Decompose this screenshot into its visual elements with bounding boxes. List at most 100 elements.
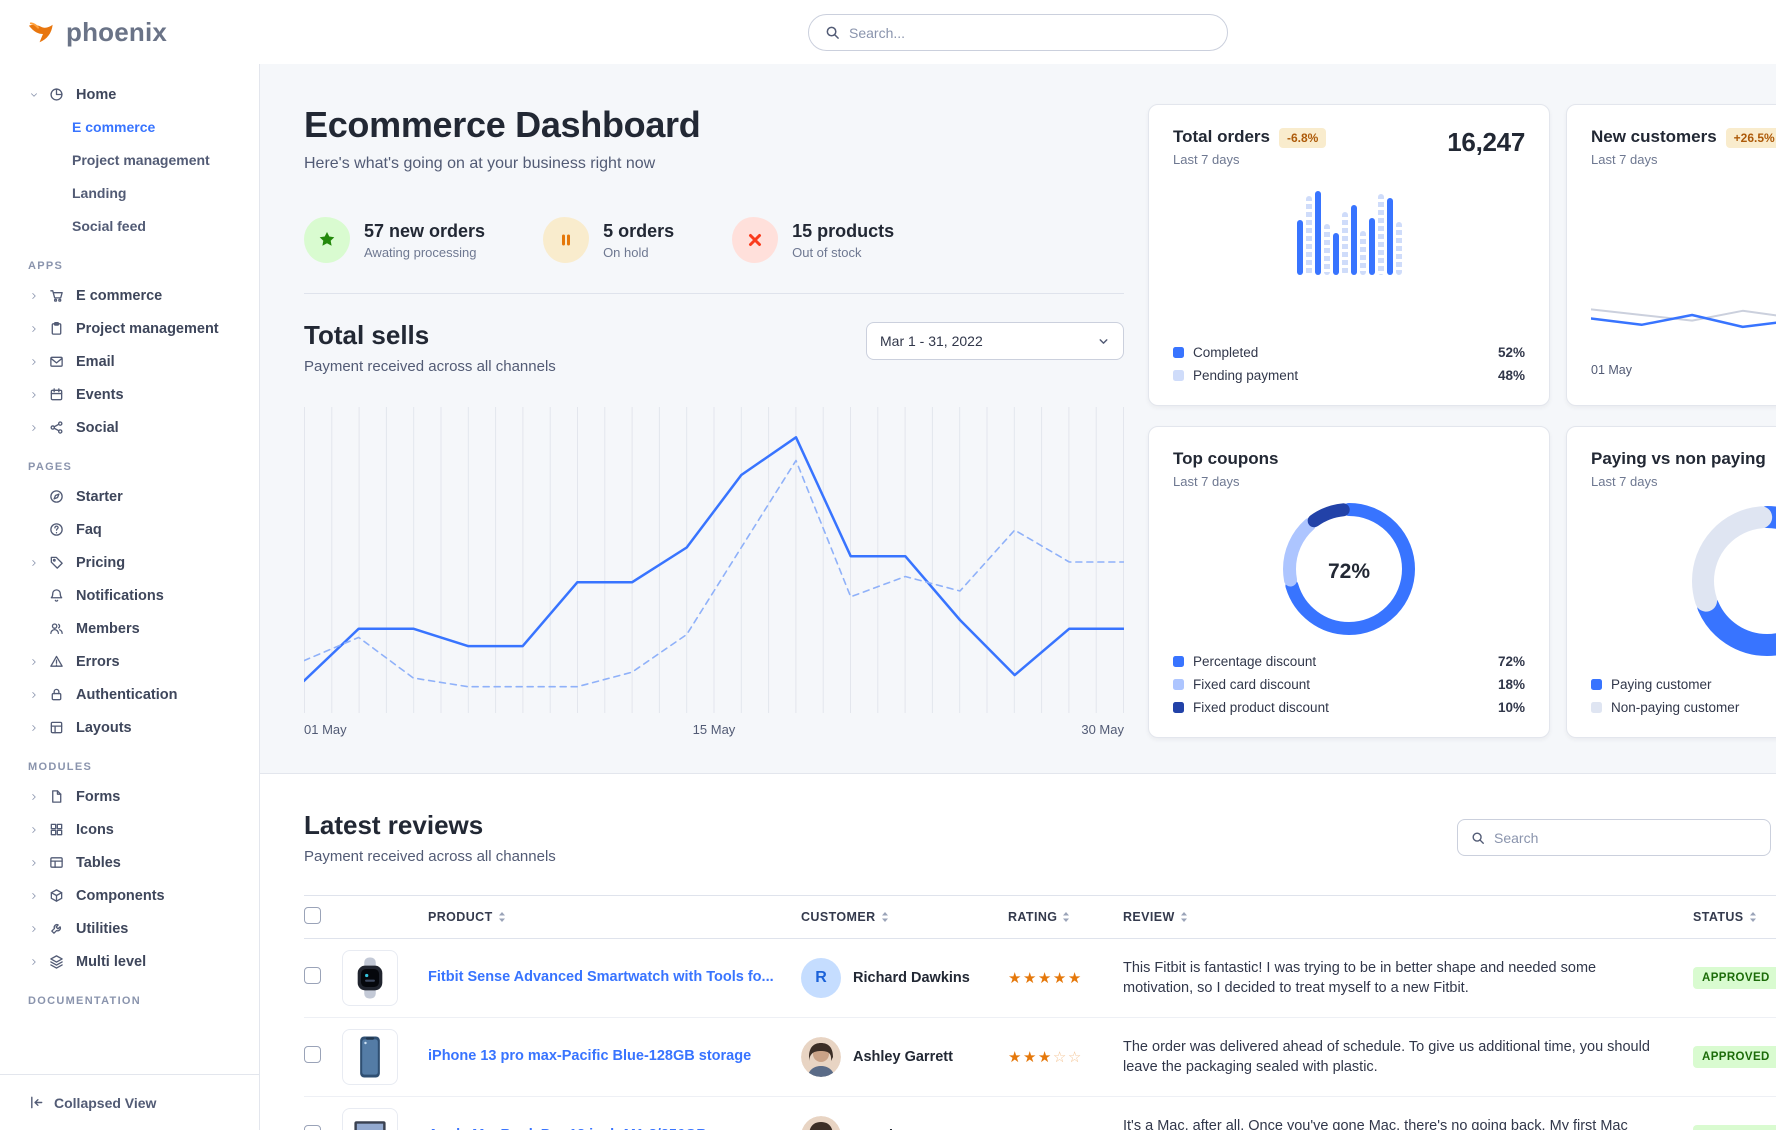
sidebar-item-errors[interactable]: Errors [0,645,259,678]
product-link[interactable]: Fitbit Sense Advanced Smartwatch with To… [428,969,774,986]
sidebar-item-label: E commerce [76,287,163,304]
sort-icon[interactable] [1180,911,1188,923]
legend-label: Non-paying customer [1611,700,1740,715]
phoenix-logo-icon [28,21,53,42]
bar-completed [1350,204,1357,275]
legend-label: Fixed card discount [1193,677,1311,692]
review-text: It's a Mac, after all. Once you've gone … [1123,1117,1628,1130]
sidebar-item-authentication[interactable]: Authentication [0,678,259,711]
product-link[interactable]: Apple MacBook Pro 13 inch-M1-8/256GB-spa… [428,1126,771,1130]
legend-swatch [1173,702,1184,713]
global-search-input[interactable] [849,24,1211,41]
product-image[interactable] [342,950,398,1006]
search-icon [826,26,839,39]
sidebar-item-multi-level[interactable]: Multi level [0,945,259,978]
cross-icon [749,234,762,246]
sidebar-item-label: Pricing [76,554,126,571]
new-customers-card: New customers +26.5% Last 7 days 01 May [1566,104,1776,406]
clipboard-icon [51,322,62,335]
legend-swatch [1173,347,1184,358]
star-icon: ☆ [1068,1128,1083,1130]
customer-name: Ashley Garrett [853,1049,953,1065]
latest-reviews-subtitle: Payment received across all channels [304,848,556,865]
sidebar-item-label: Social [76,419,119,436]
calendar-icon [50,388,63,401]
sidebar-item-label: Faq [76,521,102,538]
sidebar-subitem-landing[interactable]: Landing [72,185,127,201]
sidebar-subitem-project-management[interactable]: Project management [72,152,210,168]
sidebar-item-utilities[interactable]: Utilities [0,912,259,945]
collapse-sidebar-button[interactable]: Collapsed View [0,1074,259,1130]
legend-value: 52% [1497,345,1525,360]
date-range-select[interactable]: Mar 1 - 31, 2022 [866,322,1124,360]
sort-icon[interactable] [1062,911,1070,923]
sort-icon[interactable] [1749,911,1757,923]
sidebar-item-forms[interactable]: Forms [0,780,259,813]
sidebar-item-label: Notifications [76,587,164,604]
sidebar-item-email[interactable]: Email [0,345,259,378]
chevron-right-icon [32,391,36,398]
sidebar-subitem-e-commerce[interactable]: E commerce [72,119,156,135]
legend-item: Non-paying customer30 [1591,700,1776,715]
avatar-photo [801,1116,841,1130]
sidebar-item-label: Icons [76,821,114,838]
sidebar-item-label: Forms [76,788,121,805]
row-checkbox[interactable] [304,1125,321,1130]
customer-name: Woodrow Burton [853,1128,970,1130]
table-icon [50,857,63,868]
box-icon [50,889,63,902]
sort-icon[interactable] [881,911,889,923]
brand-logo[interactable]: phoenix [0,17,260,48]
sidebar-item-notifications[interactable]: Notifications [0,579,259,612]
sidebar-item-tables[interactable]: Tables [0,846,259,879]
sidebar-item-components[interactable]: Components [0,879,259,912]
sidebar-item-icons[interactable]: Icons [0,813,259,846]
sort-icon[interactable] [498,911,506,923]
sidebar-item-home[interactable]: Home [0,78,259,111]
top-navbar: phoenix [0,0,1776,64]
sidebar-item-members[interactable]: Members [0,612,259,645]
stat-item: 57 new orders Awating processing [304,217,485,263]
chevron-right-icon [32,925,36,932]
sidebar-item-label: Authentication [76,686,178,703]
product-image[interactable] [342,1108,398,1130]
legend-label: Percentage discount [1193,654,1317,669]
sidebar-item-project-management[interactable]: Project management [0,312,259,345]
bar-pending [1377,194,1384,275]
stat-item: 15 products Out of stock [732,217,894,263]
row-checkbox[interactable] [304,1046,321,1063]
sidebar-item-e-commerce[interactable]: E commerce [0,279,259,312]
sidebar-item-events[interactable]: Events [0,378,259,411]
pie-icon [50,88,63,101]
change-badge: -6.8% [1278,128,1327,148]
table-header-row: PRODUCT CUSTOMER RATING REVIEW STATUS [304,895,1776,939]
row-checkbox[interactable] [304,967,321,984]
select-all-checkbox[interactable] [304,907,321,924]
star-icon: ★ [1008,1048,1023,1066]
sidebar-item-label: Home [76,86,117,103]
total-orders-value: 16,247 [1447,127,1525,157]
column-header-customer[interactable]: CUSTOMER [801,910,876,924]
sidebar-item-starter[interactable]: Starter [0,480,259,513]
sidebar-item-label: Components [76,887,165,904]
chevron-right-icon [32,358,36,365]
column-header-review[interactable]: REVIEW [1123,910,1175,924]
sidebar-item-pricing[interactable]: Pricing [0,546,259,579]
date-range-value: Mar 1 - 31, 2022 [880,333,983,349]
reviews-search-input[interactable] [1494,829,1757,846]
legend-swatch [1173,370,1184,381]
legend-swatch [1173,679,1184,690]
search-icon [1472,831,1484,844]
column-header-product[interactable]: PRODUCT [428,910,493,924]
sidebar-item-label: Utilities [76,920,129,937]
column-header-status[interactable]: STATUS [1693,910,1744,924]
sidebar-item-social[interactable]: Social [0,411,259,444]
column-header-rating[interactable]: RATING [1008,910,1058,924]
sidebar-item-faq[interactable]: Faq [0,513,259,546]
product-image[interactable] [342,1029,398,1085]
global-search [808,14,1228,51]
sidebar-subitem-social-feed[interactable]: Social feed [72,218,146,234]
top-coupons-donut [1283,503,1415,640]
sidebar-item-layouts[interactable]: Layouts [0,711,259,744]
product-link[interactable]: iPhone 13 pro max-Pacific Blue-128GB sto… [428,1048,752,1065]
